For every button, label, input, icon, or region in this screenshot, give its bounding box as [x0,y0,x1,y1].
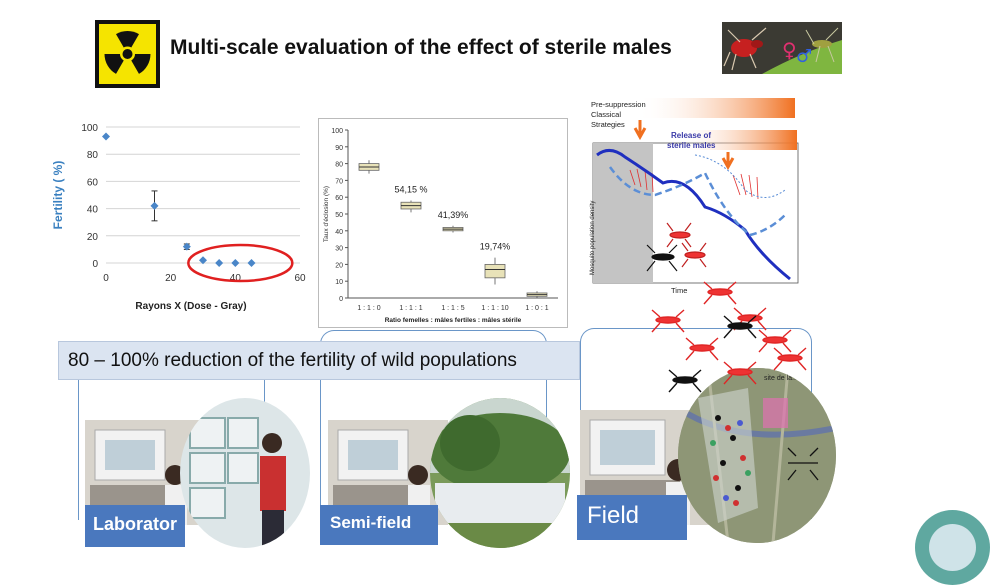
x-tick-label: 20 [165,273,177,284]
y-tick-label: 30 [335,246,343,253]
classical-label: Classical [591,110,621,119]
y-tick-label: 20 [335,262,343,269]
x-tick-label: 1 : 1 : 1 [399,305,422,312]
y-tick-label: 50 [335,212,343,219]
mosquito-photo: ♀ ♂ [722,22,842,74]
data-point [150,201,159,210]
data-point [199,256,207,265]
y-axis-label: Fertility ( %) [51,161,65,230]
y-tick-label: 20 [87,232,99,243]
semi-field-cages-photo [430,398,570,548]
y-tick-label: 70 [335,178,343,185]
y-tick-label: 80 [335,162,343,169]
data-label: 54,15 % [394,185,427,195]
field-label: Field [577,495,687,540]
svg-text:♂: ♂ [796,46,812,67]
highlight-ellipse [187,243,294,283]
data-point [215,259,224,267]
reduction-banner: 80 – 100% reduction of the fertility of … [58,341,580,380]
release-label: Release of [671,131,711,140]
semi-field-label: Semi-field [320,505,438,545]
y-tick-label: 60 [87,177,99,188]
x-tick-label: 60 [294,273,306,284]
y-tick-label: 0 [339,296,343,303]
field-map-photo: site de la... [678,368,836,543]
y-tick-label: 100 [331,128,343,135]
x-tick-label: 1 : 1 : 0 [357,305,380,312]
data-label: 41,39% [438,210,469,220]
corner-decoration [915,510,990,585]
data-point [102,132,110,141]
pre-suppression-label: Pre-suppression [591,100,646,109]
y-tick-label: 60 [335,195,343,202]
x-tick-label: 40 [230,273,242,284]
page-title: Multi-scale evaluation of the effect of … [170,36,672,59]
y-tick-label: 40 [335,229,343,236]
strategies-label: Strategies [591,120,625,129]
hatching-rate-chart: 0 10 20 30 40 50 60 70 80 90 100 Taux d'éclosion (%… [318,118,568,333]
x-tick-label: 1 : 1 : 5 [441,305,464,312]
y-tick-label: 0 [92,259,98,270]
x-axis-label: Ratio femelles : mâles fertiles : mâles … [385,317,522,324]
radiation-logo [95,20,160,88]
x-tick-label: 1 : 0 : 1 [525,305,548,312]
chart-frame [318,118,568,328]
box [484,263,506,279]
fertility-chart: 0 20 40 60 80 100 0 20 40 60 Fertility ( %) Rayons … [48,115,310,325]
laboratory-cages-photo [180,398,310,548]
population-density-diagram: Pre-suppression Classical Strategies Rel… [585,95,810,330]
y-axis-label: Mosquito population density [590,201,596,275]
svg-text:♀: ♀ [782,38,797,62]
y-tick-label: 100 [81,123,98,134]
y-tick-label: 40 [87,205,99,216]
x-axis-label: Rayons X (Dose - Gray) [135,301,246,312]
data-label: 19,74% [480,242,511,252]
data-point [182,242,191,251]
sterile-males-label: sterile males [667,141,716,150]
map-label: site de la... [764,375,798,382]
y-tick-label: 80 [87,150,99,161]
y-axis-label: Taux d'éclosion (%) [323,186,330,242]
data-point [231,259,240,267]
y-tick-label: 10 [335,279,343,286]
data-point [247,259,256,267]
y-tick-label: 90 [335,145,343,152]
x-tick-label: 1 : 1 : 10 [481,305,508,312]
mosquito-swarm [640,280,820,400]
x-tick-label: 0 [103,273,109,284]
laboratory-label: Laborator [85,505,185,547]
x-axis-label: Time [671,286,687,295]
